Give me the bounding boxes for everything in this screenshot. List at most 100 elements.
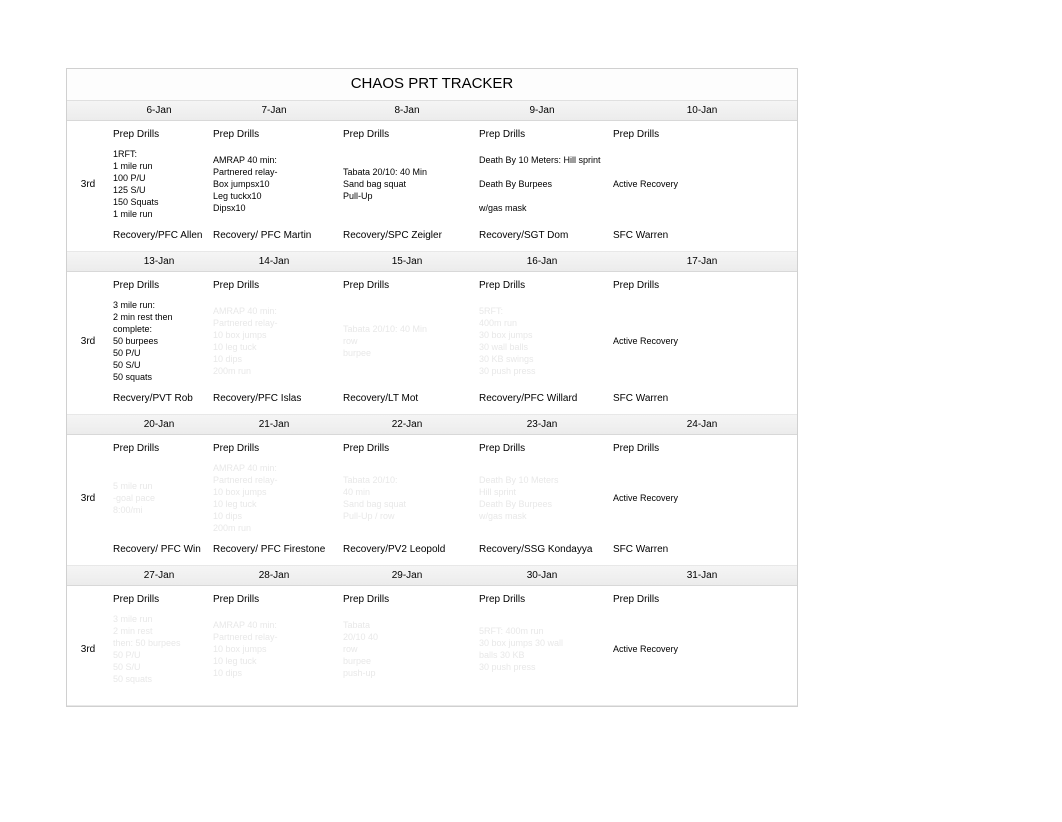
platoon-label: 3rd	[67, 334, 109, 349]
prep-cell: Prep Drills	[209, 121, 339, 146]
prep-cell: Prep Drills	[109, 121, 209, 146]
date-cell: 23-Jan	[475, 415, 609, 434]
week-block: 20-Jan21-Jan22-Jan23-Jan24-JanPrep Drill…	[67, 415, 797, 566]
workout-text: Tabata 20/10 40 row burpee push-up	[343, 619, 471, 679]
workout-text: Active Recovery	[613, 335, 791, 347]
date-cell: 22-Jan	[339, 415, 475, 434]
date-header-row: 6-Jan7-Jan8-Jan9-Jan10-Jan	[67, 101, 797, 121]
recovery-cell: SFC Warren	[609, 222, 795, 247]
prep-cell: Prep Drills	[609, 272, 795, 297]
workout-text: AMRAP 40 min: Partnered relay- 10 box ju…	[213, 619, 335, 679]
workout-text: 1RFT: 1 mile run 100 P/U 125 S/U 150 Squ…	[113, 148, 205, 220]
date-cell: 15-Jan	[339, 252, 475, 271]
prep-cell: Prep Drills	[609, 435, 795, 460]
recovery-cell	[339, 687, 475, 701]
workout-text: Death By 10 Meters Hill sprint Death By …	[479, 474, 605, 522]
workout-row: 3rd 1RFT: 1 mile run 100 P/U 125 S/U 150 …	[67, 146, 797, 222]
recovery-cell	[475, 687, 609, 701]
workout-text: Tabata 20/10: 40 Min Sand bag squat Pull…	[343, 166, 471, 202]
workout-cell: 5RFT: 400m run 30 box jumps 30 wall ball…	[475, 623, 609, 675]
workout-text: Tabata 20/10: 40 Min row burpee	[343, 323, 471, 359]
date-header-row: 27-Jan28-Jan29-Jan30-Jan31-Jan	[67, 566, 797, 586]
workout-cell: 3 mile run 2 min rest then: 50 burpees 5…	[109, 611, 209, 687]
date-cell: 28-Jan	[209, 566, 339, 585]
date-cell: 8-Jan	[339, 101, 475, 120]
prep-cell: Prep Drills	[109, 272, 209, 297]
workout-cell: AMRAP 40 min: Partnered relay- Box jumps…	[209, 152, 339, 216]
workout-cell: AMRAP 40 min: Partnered relay- 10 box ju…	[209, 303, 339, 379]
workout-cell: Tabata 20/10: 40 Min Sand bag squat Pull…	[339, 164, 475, 204]
workout-cell: AMRAP 40 min: Partnered relay- 10 box ju…	[209, 460, 339, 536]
prep-cell: Prep Drills	[475, 586, 609, 611]
workout-text: Active Recovery	[613, 643, 791, 655]
platoon-label: 3rd	[67, 177, 109, 192]
workout-cell: 1RFT: 1 mile run 100 P/U 125 S/U 150 Squ…	[109, 146, 209, 222]
workout-row: 3rd5 mile run -goal pace 8:00/miAMRAP 40…	[67, 460, 797, 536]
workout-text: 3 mile run: 2 min rest then complete: 50…	[113, 299, 205, 383]
workout-cell: Tabata 20/10: 40 Min row burpee	[339, 321, 475, 361]
recovery-cell: Recovery/PFC Allen	[109, 222, 209, 247]
prep-row: Prep DrillsPrep DrillsPrep DrillsPrep Dr…	[67, 586, 797, 611]
recovery-row: Recovery/PFC AllenRecovery/ PFC MartinRe…	[67, 222, 797, 251]
prep-cell: Prep Drills	[609, 121, 795, 146]
workout-cell: Death By 10 Meters Hill sprint Death By …	[475, 472, 609, 524]
workout-cell: 5RFT: 400m run 30 box jumps 30 wall ball…	[475, 303, 609, 379]
date-cell: 21-Jan	[209, 415, 339, 434]
sheet-title: CHAOS PRT TRACKER	[67, 69, 797, 101]
workout-cell: Active Recovery	[609, 176, 795, 192]
workout-text: Active Recovery	[613, 178, 791, 190]
workout-text: Death By 10 Meters: Hill sprint Death By…	[479, 154, 605, 214]
recovery-cell: Recovery/PFC Willard	[475, 385, 609, 410]
recovery-cell: Recovery/LT Mot	[339, 385, 475, 410]
workout-cell: Tabata 20/10 40 row burpee push-up	[339, 617, 475, 681]
prep-cell: Prep Drills	[339, 121, 475, 146]
prep-row: Prep DrillsPrep DrillsPrep DrillsPrep Dr…	[67, 435, 797, 460]
workout-text: AMRAP 40 min: Partnered relay- 10 box ju…	[213, 305, 335, 377]
workout-text: 5RFT: 400m run 30 box jumps 30 wall ball…	[479, 625, 605, 673]
workout-text: AMRAP 40 min: Partnered relay- Box jumps…	[213, 154, 335, 214]
recovery-cell: Recovery/ PFC Martin	[209, 222, 339, 247]
workout-text: 5RFT: 400m run 30 box jumps 30 wall ball…	[479, 305, 605, 377]
prep-cell: Prep Drills	[609, 586, 795, 611]
workout-text: Tabata 20/10: 40 min Sand bag squat Pull…	[343, 474, 471, 522]
prep-cell: Prep Drills	[475, 435, 609, 460]
prep-row: Prep DrillsPrep DrillsPrep DrillsPrep Dr…	[67, 272, 797, 297]
date-cell: 17-Jan	[609, 252, 795, 271]
prep-cell: Prep Drills	[209, 272, 339, 297]
recovery-cell	[609, 687, 795, 701]
workout-cell: Active Recovery	[609, 490, 795, 506]
recovery-row: Recvery/PVT RobRecovery/PFC IslasRecover…	[67, 385, 797, 414]
workout-cell: 5 mile run -goal pace 8:00/mi	[109, 478, 209, 518]
prep-cell: Prep Drills	[339, 272, 475, 297]
date-cell: 29-Jan	[339, 566, 475, 585]
date-cell: 20-Jan	[109, 415, 209, 434]
date-cell: 16-Jan	[475, 252, 609, 271]
date-cell: 30-Jan	[475, 566, 609, 585]
prep-row: Prep DrillsPrep DrillsPrep DrillsPrep Dr…	[67, 121, 797, 146]
week-block: 13-Jan14-Jan15-Jan16-Jan17-JanPrep Drill…	[67, 252, 797, 415]
workout-row: 3rd 3 mile run: 2 min rest then complete:…	[67, 297, 797, 385]
workout-cell: Tabata 20/10: 40 min Sand bag squat Pull…	[339, 472, 475, 524]
workout-text: Active Recovery	[613, 492, 791, 504]
recovery-cell: Recovery/PFC Islas	[209, 385, 339, 410]
workout-row: 3rd 3 mile run 2 min rest then: 50 burpee…	[67, 611, 797, 687]
workout-cell: Death By 10 Meters: Hill sprint Death By…	[475, 152, 609, 216]
prep-cell: Prep Drills	[475, 121, 609, 146]
date-header-row: 20-Jan21-Jan22-Jan23-Jan24-Jan	[67, 415, 797, 435]
recovery-cell: Recovery/ PFC Firestone	[209, 536, 339, 561]
date-cell: 9-Jan	[475, 101, 609, 120]
date-cell: 10-Jan	[609, 101, 795, 120]
week-block: 6-Jan7-Jan8-Jan9-Jan10-JanPrep DrillsPre…	[67, 101, 797, 252]
prep-cell: Prep Drills	[209, 435, 339, 460]
date-cell: 27-Jan	[109, 566, 209, 585]
workout-text: 3 mile run 2 min rest then: 50 burpees 5…	[113, 613, 205, 685]
date-header-row: 13-Jan14-Jan15-Jan16-Jan17-Jan	[67, 252, 797, 272]
recovery-row	[67, 687, 797, 705]
recovery-cell: Recovery/SSG Kondayya	[475, 536, 609, 561]
workout-cell: 3 mile run: 2 min rest then complete: 50…	[109, 297, 209, 385]
platoon-label: 3rd	[67, 642, 109, 657]
recovery-row: Recovery/ PFC WinRecovery/ PFC Firestone…	[67, 536, 797, 565]
week-block: 27-Jan28-Jan29-Jan30-Jan31-JanPrep Drill…	[67, 566, 797, 706]
workout-cell: Active Recovery	[609, 333, 795, 349]
date-cell: 31-Jan	[609, 566, 795, 585]
